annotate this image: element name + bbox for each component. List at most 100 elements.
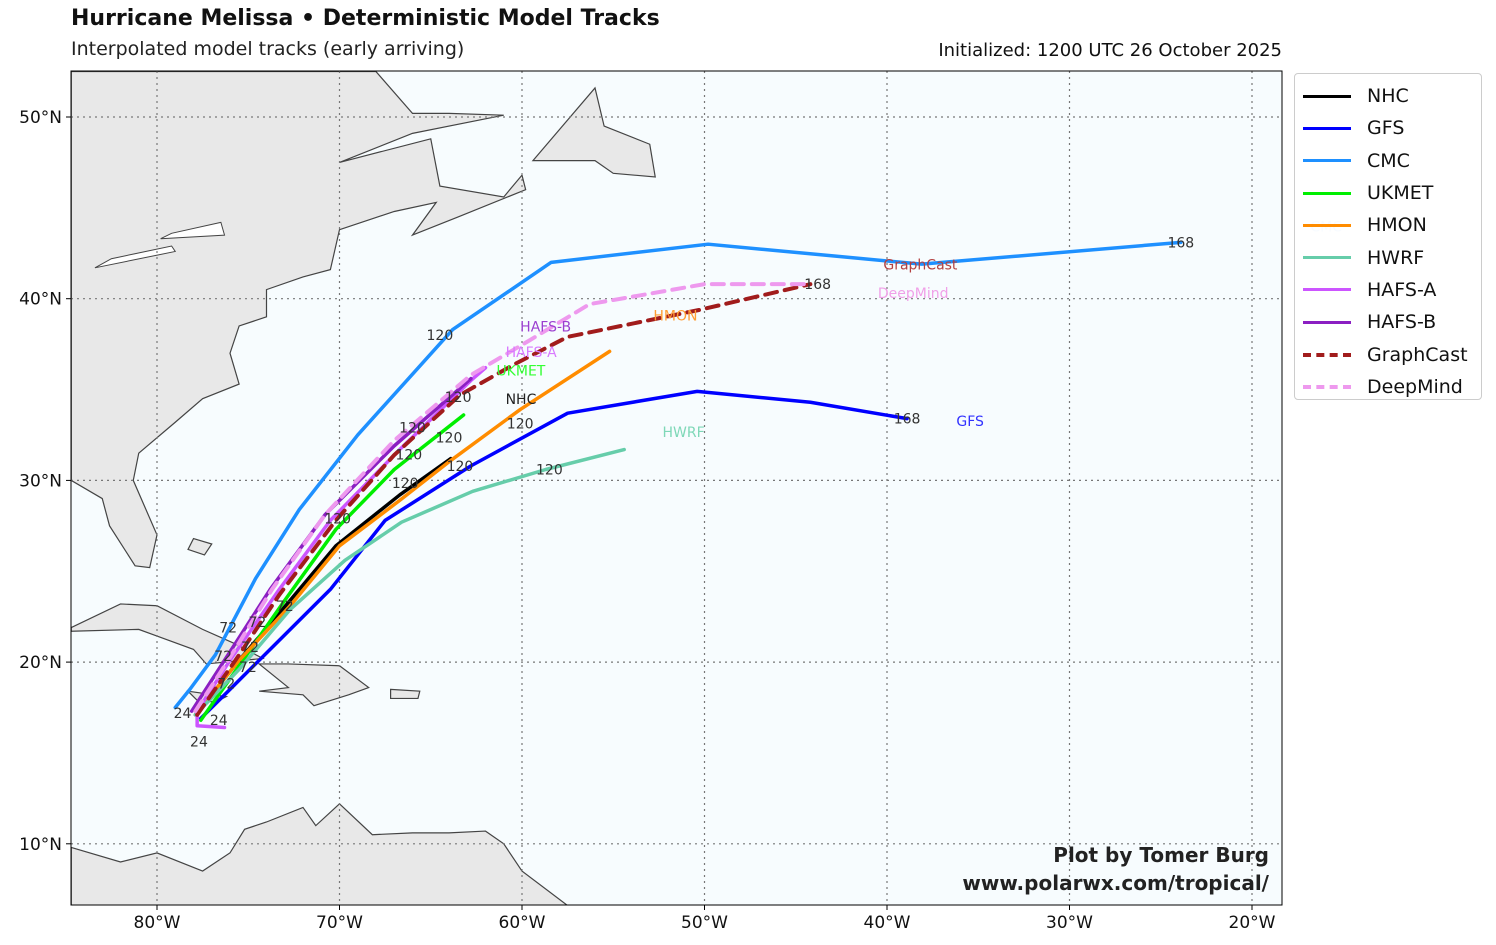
track-label-ukmet: UKMET	[496, 364, 545, 380]
legend-swatch	[1303, 191, 1351, 195]
forecast-hour-label: 120	[427, 328, 454, 344]
legend-label: HAFS-B	[1367, 311, 1437, 334]
forecast-hour-label: 120	[536, 462, 563, 478]
forecast-hour-label: 120	[436, 430, 463, 446]
track-label-nhc: NHC	[506, 392, 537, 408]
landmass-puerto-rico	[390, 688, 421, 700]
legend-label: NHC	[1367, 85, 1409, 108]
forecast-hour-label: 72	[239, 660, 257, 676]
track-deepmind	[193, 282, 813, 714]
forecast-hour-label: 72	[248, 615, 266, 631]
forecast-hour-label: 120	[447, 459, 474, 475]
legend: NHC GFS CMC UKMET HMON HWRF HAFS-A HAFS-B GraphC…	[1294, 73, 1482, 400]
chart-title: Hurricane Melissa • Deterministic Model …	[71, 6, 660, 31]
lake	[160, 221, 226, 240]
legend-swatch	[1303, 352, 1351, 357]
track-label-hwrf: HWRF	[663, 425, 705, 441]
legend-swatch	[1303, 159, 1351, 163]
lake	[94, 245, 177, 269]
y-tick-label: 30°N	[19, 471, 62, 491]
forecast-hour-label: 72	[217, 676, 235, 692]
x-tick-label: 20°W	[1229, 913, 1276, 933]
x-tick-label: 70°W	[316, 913, 363, 933]
track-label-hafs-a: HAFS-A	[506, 345, 558, 361]
track-label-deepmind: DeepMind	[878, 286, 949, 302]
track-hafs-a	[195, 365, 488, 730]
gridlines	[71, 71, 1282, 905]
forecast-hour-label: 120	[395, 447, 422, 463]
legend-label: GraphCast	[1367, 343, 1468, 366]
plot-frame	[70, 70, 1283, 906]
landmass-bahamas	[187, 537, 213, 556]
x-tick-label: 60°W	[499, 913, 546, 933]
track-hwrf	[193, 447, 626, 717]
legend-item-gfs: GFS	[1303, 112, 1481, 144]
legend-swatch	[1303, 223, 1351, 227]
chart-subtitle: Interpolated model tracks (early arrivin…	[71, 38, 465, 60]
x-tick-label: 50°W	[681, 913, 728, 933]
landmass-newfoundland	[531, 86, 656, 178]
forecast-hour-label: 72	[214, 649, 232, 665]
legend-item-hwrf: HWRF	[1303, 241, 1481, 273]
track-label-gfs: GFS	[956, 414, 984, 430]
forecast-hour-label: 24	[190, 735, 208, 751]
legend-label: CMC	[1367, 149, 1410, 172]
hour-labels: 120 72 24 168 168 120 120 120 120 120 120 120 120 120…	[174, 235, 1195, 750]
legend-item-cmc: CMC	[1303, 145, 1481, 177]
forecast-hour-label: 72	[219, 621, 237, 637]
landmass-north-america	[71, 71, 527, 569]
forecast-hour-label: 168	[894, 412, 921, 428]
y-tick-label: 10°N	[19, 835, 62, 855]
tracks-layer	[173, 240, 1183, 730]
legend-item-hmon: HMON	[1303, 209, 1481, 241]
x-tick-label: 30°W	[1046, 913, 1093, 933]
land-layer	[71, 71, 656, 905]
legend-swatch	[1303, 320, 1351, 324]
landmass-hispaniola	[257, 663, 370, 707]
forecast-hour-label: 24	[174, 706, 192, 722]
forecast-hour-label: 72	[241, 640, 259, 656]
legend-swatch	[1303, 384, 1351, 389]
track-gfs	[199, 389, 909, 721]
forecast-hour-label: 168	[1167, 235, 1194, 251]
legend-item-hafs-b: HAFS-B	[1303, 306, 1481, 338]
legend-item-graphcast: GraphCast	[1303, 338, 1481, 370]
track-label-graphcast: GraphCast	[883, 258, 958, 274]
track-graphcast	[195, 282, 813, 717]
forecast-hour-label: 120	[507, 417, 534, 433]
y-tick-label: 50°N	[19, 108, 62, 128]
forecast-hour-label: 120	[445, 390, 472, 406]
legend-item-deepmind: DeepMind	[1303, 371, 1481, 403]
track-hmon	[193, 349, 612, 717]
legend-swatch	[1303, 256, 1351, 260]
legend-label: GFS	[1367, 117, 1405, 140]
legend-label: HWRF	[1367, 246, 1425, 269]
forecast-hour-label: 120	[324, 512, 351, 528]
track-cmc	[173, 240, 1183, 710]
legend-item-nhc: NHC	[1303, 80, 1481, 112]
y-tick-label: 20°N	[19, 653, 62, 673]
forecast-hour-label: 120	[399, 421, 426, 437]
legend-swatch	[1303, 288, 1351, 292]
x-tick-label: 40°W	[864, 913, 911, 933]
legend-swatch	[1303, 94, 1351, 98]
x-tick-label: 80°W	[134, 913, 181, 933]
legend-label: HMON	[1367, 214, 1427, 237]
legend-label: UKMET	[1367, 182, 1434, 205]
y-tick-label: 40°N	[19, 290, 62, 310]
legend-item-hafs-a: HAFS-A	[1303, 274, 1481, 306]
track-label-hmon: HMON	[653, 309, 697, 325]
credit-url: www.polarwx.com/tropical/	[962, 871, 1269, 895]
forecast-hour-label: 72	[276, 599, 294, 615]
forecast-hour-label: 120	[392, 476, 419, 492]
credit-author: Plot by Tomer Burg	[1053, 843, 1269, 867]
legend-swatch	[1303, 126, 1351, 130]
initialized-time: Initialized: 1200 UTC 26 October 2025	[938, 40, 1282, 61]
track-label-hafs-b: HAFS-B	[520, 319, 571, 335]
legend-item-ukmet: UKMET	[1303, 177, 1481, 209]
legend-label: HAFS-A	[1367, 278, 1437, 301]
legend-label: DeepMind	[1367, 375, 1463, 398]
forecast-hour-label: 24	[210, 713, 228, 729]
